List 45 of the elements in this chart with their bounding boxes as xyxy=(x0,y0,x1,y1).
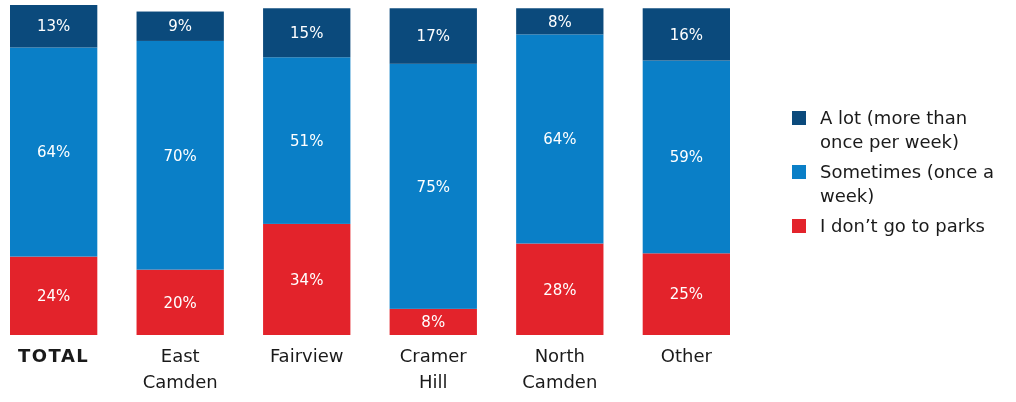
data-label: 25% xyxy=(669,285,704,304)
bar xyxy=(389,8,477,64)
bar xyxy=(642,8,730,61)
data-label: 70% xyxy=(163,146,197,165)
bar xyxy=(642,253,730,335)
data-label: 34% xyxy=(290,270,324,289)
bar xyxy=(516,243,604,335)
bar xyxy=(516,34,604,244)
bar xyxy=(10,256,98,335)
bar xyxy=(136,40,224,270)
x-tick-label: North Camden xyxy=(522,345,598,392)
x-tick-label: Other xyxy=(660,345,713,366)
bar xyxy=(516,8,604,35)
bar xyxy=(263,57,351,224)
data-label: 17% xyxy=(416,27,450,46)
bar xyxy=(263,8,351,58)
x-tick-label: Cramer Hill xyxy=(399,345,468,392)
bar xyxy=(642,60,730,254)
data-label: 13% xyxy=(36,17,71,36)
legend-label: I don’t go to parks xyxy=(820,215,985,237)
bar xyxy=(136,11,224,41)
data-label: 75% xyxy=(416,177,450,196)
x-tick-label: TOTAL xyxy=(17,345,90,366)
data-label: 28% xyxy=(543,280,577,299)
bar xyxy=(136,269,224,335)
data-label: 15% xyxy=(290,24,324,43)
data-label: 9% xyxy=(168,17,193,36)
bar xyxy=(10,5,98,48)
data-label: 8% xyxy=(547,12,572,31)
x-tick-label: Fairview xyxy=(269,345,344,366)
data-label: 16% xyxy=(669,25,704,44)
data-label: 20% xyxy=(163,293,197,312)
data-label: 24% xyxy=(36,287,71,306)
bar xyxy=(263,223,351,335)
legend-label: A lot (more than once per week) xyxy=(820,107,968,153)
data-label: 59% xyxy=(669,148,704,167)
data-label: 8% xyxy=(421,313,446,332)
bar xyxy=(389,63,477,309)
x-tick-label: East Camden xyxy=(142,345,218,392)
legend-label: Sometimes (once a week) xyxy=(820,161,994,207)
bar xyxy=(389,308,477,335)
data-label: 51% xyxy=(290,131,324,150)
data-label: 64% xyxy=(36,143,71,162)
bar xyxy=(10,47,98,257)
data-label: 64% xyxy=(543,130,577,149)
